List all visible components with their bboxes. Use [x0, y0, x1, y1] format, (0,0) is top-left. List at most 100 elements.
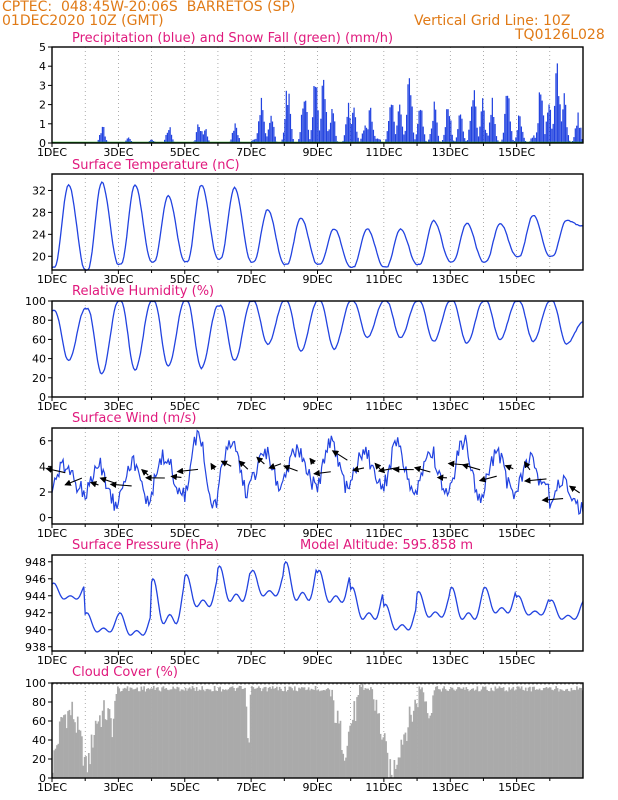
precip-bar — [292, 139, 294, 143]
precip-bar — [105, 140, 108, 143]
cloud-bar — [150, 688, 152, 778]
cloud-bar — [206, 688, 209, 778]
cloud-bar — [349, 725, 351, 778]
cloud-bar — [123, 687, 126, 778]
precip-bar — [491, 97, 493, 143]
cloud-bar — [341, 750, 343, 778]
cloud-bar — [216, 691, 219, 778]
cloud-bar — [372, 699, 375, 778]
wind-direction-arrow — [109, 481, 132, 489]
precipitation-title: Precipitation (blue) and Snow Fall (gree… — [72, 31, 393, 46]
precip-bar — [501, 139, 503, 143]
temperature-panel: Surface Temperature (nC) 20 24 28 32 1DEC 3DE… — [32, 158, 584, 286]
cloud-bar — [325, 689, 328, 778]
cloud-bar — [291, 688, 293, 778]
cloud-bar — [578, 687, 581, 778]
y-tick-label: 80 — [32, 314, 46, 327]
precip-bar — [284, 119, 286, 143]
cloud-bar — [555, 686, 558, 778]
x-tick-label: 9DEC — [302, 654, 332, 667]
precip-bar — [324, 99, 326, 143]
cloud-bar — [183, 690, 186, 778]
cloud-bar — [193, 687, 195, 778]
precip-bar — [495, 136, 498, 143]
cloud-bar — [90, 734, 93, 778]
precip-bar — [352, 112, 354, 143]
cloud-bar — [140, 686, 143, 778]
cloud-bar — [483, 687, 486, 778]
cloud-bar — [152, 685, 155, 778]
cloud-bar — [573, 689, 575, 778]
cloud-bar — [411, 721, 414, 778]
precip-bar — [522, 131, 524, 143]
precip-bar — [476, 127, 478, 143]
cloud-bar — [126, 686, 129, 778]
precip-bar — [518, 115, 520, 143]
cloud-bar — [61, 717, 64, 778]
x-tick-label: 3DEC — [103, 273, 133, 286]
cloud-bar — [316, 690, 318, 778]
cloud-bar — [370, 687, 372, 778]
cloud-bar — [394, 769, 397, 778]
cloud-bar — [526, 691, 528, 778]
precip-bar — [288, 93, 290, 143]
cloud-bar — [565, 689, 567, 778]
cloud-bar — [379, 733, 382, 778]
cloud-bar — [202, 689, 205, 778]
cloud-bar — [560, 689, 563, 778]
cloud-bar — [371, 689, 374, 778]
precip-bar — [484, 129, 487, 143]
cloud-bar — [240, 686, 242, 778]
precip-bar — [407, 84, 409, 143]
cloud-bar — [574, 690, 577, 778]
cloud-bar — [556, 688, 559, 778]
x-tick-label: 5DEC — [170, 527, 200, 540]
precip-bar — [396, 125, 398, 143]
wind-panel: Surface Wind (m/s) 0 2 4 6 1DEC 3DEC 5DEC 7DEC 9… — [37, 411, 584, 540]
cloud-bar — [157, 687, 159, 778]
precip-bar — [386, 131, 388, 143]
precip-bar — [443, 134, 445, 143]
precip-bar — [464, 138, 466, 143]
precip-bar — [415, 134, 417, 143]
precip-bar — [430, 128, 433, 143]
cloud-bar — [101, 710, 104, 778]
y-tick-label: 2 — [39, 99, 46, 112]
cloud-bar — [484, 686, 487, 778]
precip-bar — [100, 133, 102, 143]
precip-bar — [270, 115, 272, 143]
cloud-bar — [513, 690, 516, 778]
x-tick-label: 11DEC — [365, 273, 402, 286]
precip-bar — [349, 117, 351, 143]
precip-bar — [422, 126, 424, 143]
precip-bar — [441, 140, 444, 143]
cloud-bar — [136, 687, 139, 778]
cloud-bar — [580, 688, 582, 778]
x-tick-label: 7DEC — [236, 781, 266, 794]
precip-bar — [581, 139, 583, 143]
cloud-bar — [281, 690, 284, 778]
cloud-bar — [52, 772, 54, 778]
y-tick-label: 60 — [32, 715, 46, 728]
cloud-bar — [184, 687, 187, 778]
x-tick-label: 13DEC — [432, 781, 469, 794]
precip-bar — [269, 122, 271, 143]
cloud-bar — [497, 688, 499, 778]
cloud-bar — [213, 686, 216, 778]
cloud-bar — [381, 739, 383, 778]
humidity-title: Relative Humidity (%) — [72, 284, 214, 299]
precip-bar — [504, 113, 506, 143]
precip-bar — [393, 121, 395, 143]
cloud-bar — [486, 689, 488, 778]
cloud-bar — [235, 688, 238, 778]
wind-direction-arrow — [268, 463, 282, 470]
cloud-bar — [205, 689, 208, 778]
precip-bar — [231, 132, 234, 143]
cloud-bar — [72, 719, 75, 778]
cloud-bar — [69, 715, 72, 778]
cloud-bar — [115, 694, 118, 778]
cloud-bar — [462, 687, 465, 778]
cloud-bar — [104, 719, 107, 778]
precip-bar — [281, 139, 283, 143]
